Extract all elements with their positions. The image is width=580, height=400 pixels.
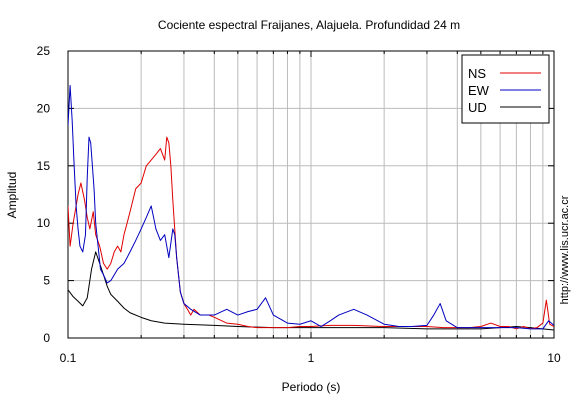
legend: NS EW UD [461,54,550,124]
legend-label-ew: EW [468,83,490,98]
y-tick-labels: 0 5 10 15 20 25 [37,44,51,345]
series-lines [68,84,554,331]
gridlines [68,51,554,338]
y-tick-label: 5 [43,274,50,288]
x-tick-label: 1 [308,351,315,365]
y-tick-label: 15 [37,159,51,173]
x-tick-labels: 0.1 1 10 [60,351,561,365]
plot-frame [67,50,555,339]
legend-label-ns: NS [468,66,486,81]
series-line-ns [68,136,554,330]
y-tick-label: 20 [37,101,51,115]
legend-box [461,54,550,124]
x-tick-label: 10 [547,351,561,365]
x-axis-label: Periodo (s) [282,380,341,394]
y-tick-label: 25 [37,44,51,58]
y-axis-label: Amplitud [5,172,19,219]
series-line-ew [68,84,554,330]
chart-title: Cociente espectral Fraijanes, Alajuela. … [158,18,460,32]
watermark-url: http://www.lis.ucr.ac.cr [559,195,571,304]
legend-label-ud: UD [468,100,487,115]
y-tick-label: 0 [43,331,50,345]
series-line-ud [68,251,554,331]
y-tick-label: 10 [37,216,51,230]
x-tick-label: 0.1 [60,351,77,365]
